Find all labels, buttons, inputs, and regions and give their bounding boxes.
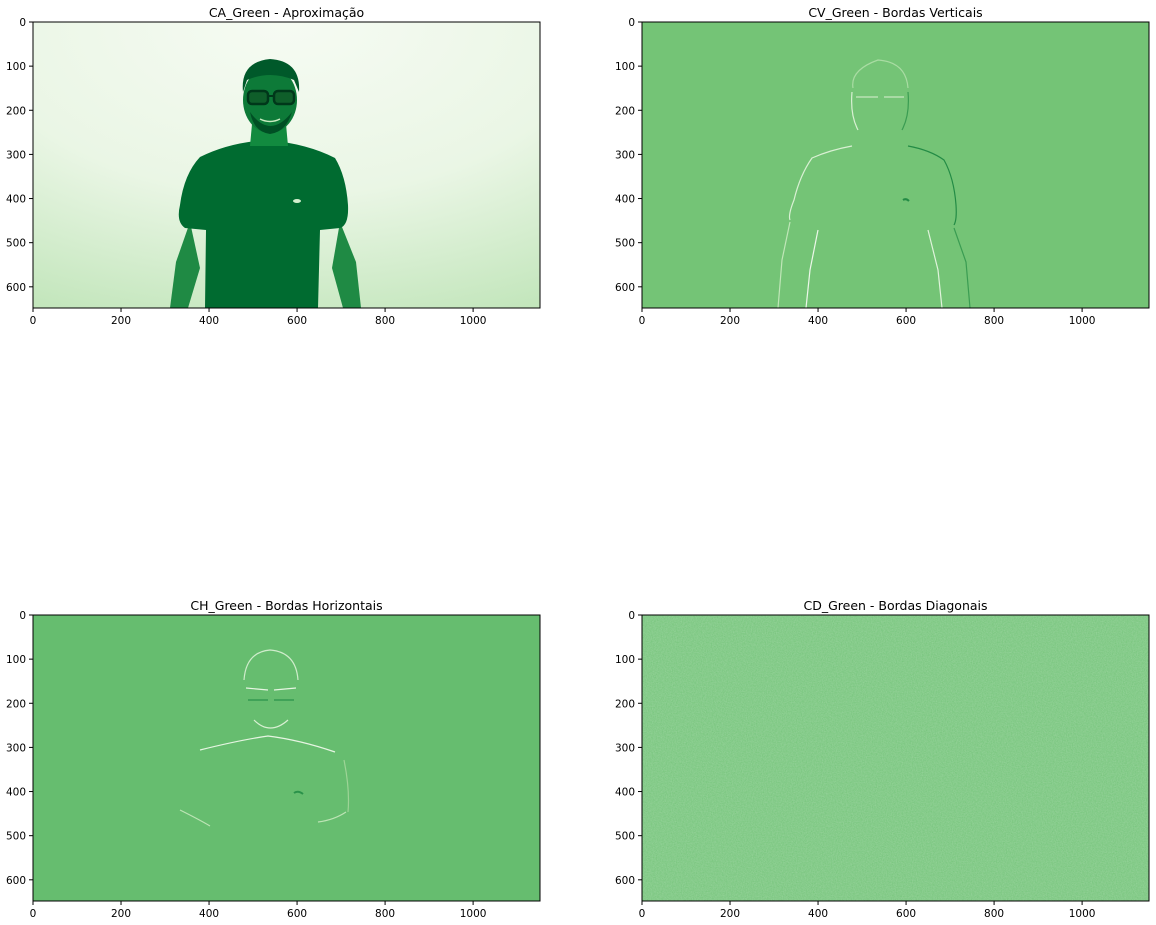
shirt <box>178 140 349 308</box>
x-tick-label: 0 <box>639 908 646 920</box>
y-tick-label: 300 <box>6 149 26 161</box>
y-tick-label: 400 <box>615 194 635 206</box>
horizontal-edge-contours <box>179 649 350 827</box>
panel-ca-green: CA_Green - Aproximação <box>6 5 541 327</box>
x-tick-label: 0 <box>639 315 646 327</box>
y-tick-label: 300 <box>615 149 635 161</box>
noise-texture-light <box>642 615 1149 901</box>
y-tick-label: 400 <box>6 194 26 206</box>
x-tick-label: 800 <box>984 908 1004 920</box>
beard <box>250 112 292 134</box>
y-tick-label: 0 <box>19 17 26 29</box>
x-tick-label: 400 <box>808 908 828 920</box>
x-tick-label: 0 <box>30 315 37 327</box>
x-tick-label: 600 <box>287 908 307 920</box>
image-background <box>33 615 540 901</box>
image-area <box>642 22 1149 309</box>
ticks: 0 200 400 600 800 1000 0 100 200 300 400 500 600 <box>615 610 1096 920</box>
panel-ch-green: CH_Green - Bordas Horizontais 0 200 400 600… <box>6 598 541 920</box>
ticks: 0 200 400 600 800 1000 0 100 200 300 400 500 600 <box>6 17 487 327</box>
x-tick-label: 400 <box>199 315 219 327</box>
x-tick-label: 400 <box>199 908 219 920</box>
x-tick-label: 400 <box>808 315 828 327</box>
y-tick-label: 600 <box>615 282 635 294</box>
axes-frame <box>641 614 1150 902</box>
y-tick-label: 400 <box>6 787 26 799</box>
y-tick-label: 100 <box>6 654 26 666</box>
y-tick-label: 100 <box>615 61 635 73</box>
smile <box>259 118 281 123</box>
right-arm <box>332 222 361 308</box>
y-tick-label: 500 <box>6 238 26 250</box>
y-tick-label: 200 <box>615 698 635 710</box>
y-tick-label: 400 <box>615 787 635 799</box>
panel-cv-green: CV_Green - Bordas Verticais 0 200 400 600 80… <box>615 5 1150 327</box>
x-tick-label: 800 <box>375 315 395 327</box>
ticks: 0 200 400 600 800 1000 0 100 200 300 400 500 600 <box>615 17 1096 327</box>
x-tick-label: 600 <box>896 315 916 327</box>
y-tick-label: 100 <box>6 61 26 73</box>
axes-frame <box>641 21 1150 309</box>
y-tick-label: 100 <box>615 654 635 666</box>
panel-title: CD_Green - Bordas Diagonais <box>803 598 987 613</box>
y-tick-label: 600 <box>6 282 26 294</box>
face <box>243 67 297 133</box>
x-tick-label: 200 <box>111 315 131 327</box>
panel-title: CH_Green - Bordas Horizontais <box>190 598 382 613</box>
image-background <box>642 22 1149 308</box>
y-tick-label: 600 <box>6 875 26 887</box>
y-tick-label: 600 <box>615 875 635 887</box>
image-area <box>33 22 540 308</box>
glasses <box>246 89 296 106</box>
y-tick-label: 200 <box>6 698 26 710</box>
x-tick-label: 200 <box>720 908 740 920</box>
x-tick-label: 1000 <box>460 908 487 920</box>
panel-title: CA_Green - Aproximação <box>209 5 364 20</box>
x-tick-label: 1000 <box>1069 315 1096 327</box>
x-tick-label: 0 <box>30 908 37 920</box>
y-tick-label: 0 <box>19 610 26 622</box>
hair <box>242 59 300 92</box>
panel-cd-green: CD_Green - Bordas Diagonais 0 200 400 600 80… <box>615 598 1150 920</box>
y-tick-label: 0 <box>628 17 635 29</box>
ticks: 0 200 400 600 800 1000 0 100 200 300 400 500 600 <box>6 610 487 920</box>
axes-frame <box>32 21 541 309</box>
y-tick-label: 500 <box>615 238 635 250</box>
y-tick-label: 200 <box>6 105 26 117</box>
image-area <box>33 615 540 901</box>
x-tick-label: 600 <box>287 315 307 327</box>
y-tick-label: 0 <box>628 610 635 622</box>
vertical-edge-contours <box>777 59 971 309</box>
x-tick-label: 1000 <box>1069 908 1096 920</box>
logo-mark <box>293 199 301 203</box>
person-figure <box>170 59 361 308</box>
x-tick-label: 200 <box>111 908 131 920</box>
y-tick-label: 200 <box>615 105 635 117</box>
y-tick-label: 300 <box>615 742 635 754</box>
x-tick-label: 800 <box>375 908 395 920</box>
y-tick-label: 500 <box>615 831 635 843</box>
y-tick-label: 500 <box>6 831 26 843</box>
image-area <box>642 615 1149 901</box>
x-tick-label: 800 <box>984 315 1004 327</box>
y-tick-label: 300 <box>6 742 26 754</box>
x-tick-label: 1000 <box>460 315 487 327</box>
axes-frame <box>32 614 541 902</box>
x-tick-label: 200 <box>720 315 740 327</box>
x-tick-label: 600 <box>896 908 916 920</box>
panel-title: CV_Green - Bordas Verticais <box>808 5 982 20</box>
left-arm <box>170 222 200 308</box>
